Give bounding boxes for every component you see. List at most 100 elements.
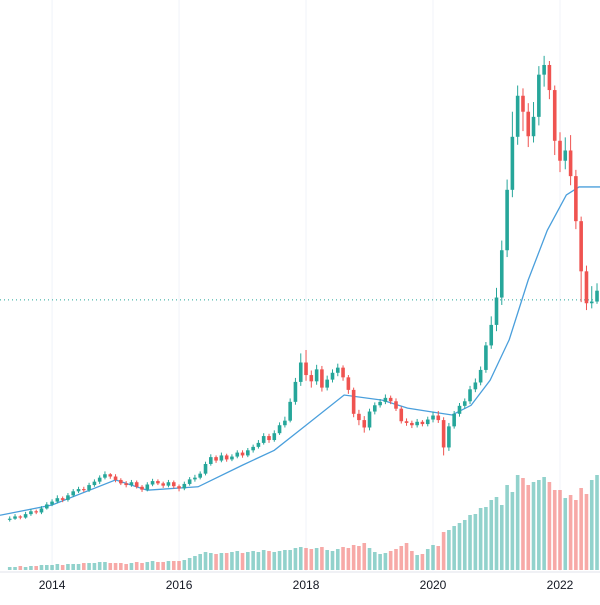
- volume-bar: [219, 553, 224, 570]
- volume-bar: [87, 563, 91, 570]
- candle-body: [171, 482, 176, 487]
- volume-bar: [542, 477, 546, 570]
- volume-bar: [298, 547, 303, 570]
- candle-body: [357, 413, 361, 421]
- candle-body: [203, 463, 208, 474]
- candle-body: [177, 486, 181, 489]
- volume-bar: [256, 552, 261, 570]
- volume-bar: [208, 553, 213, 570]
- candle-body: [473, 382, 478, 390]
- volume-bar: [531, 482, 536, 570]
- candle-body: [251, 446, 255, 451]
- volume-bar: [526, 485, 531, 570]
- candle-body: [595, 290, 599, 302]
- candle-body: [71, 491, 76, 496]
- candle-body: [182, 483, 187, 489]
- volume-bar: [119, 563, 123, 570]
- candle-body: [505, 189, 509, 251]
- volume-bar: [50, 565, 54, 570]
- volume-bar: [29, 566, 33, 570]
- candle-body: [134, 482, 139, 487]
- candle-body: [166, 482, 171, 486]
- volume-bar: [351, 545, 356, 570]
- volume-bar: [383, 553, 388, 570]
- candle-body: [145, 484, 150, 490]
- candle-body: [484, 345, 488, 370]
- volume-bar: [468, 515, 472, 570]
- candle-body: [50, 501, 54, 505]
- volume-bar: [224, 553, 229, 570]
- volume-bar: [399, 546, 404, 570]
- candle-body: [23, 514, 28, 518]
- candle-body: [76, 489, 81, 492]
- candle-body: [320, 369, 324, 388]
- volume-bar: [436, 546, 441, 570]
- volume-bar: [489, 500, 494, 570]
- candle-body: [351, 389, 356, 414]
- volume-bar: [367, 548, 372, 570]
- candle-body: [108, 474, 113, 477]
- candle-body: [547, 64, 552, 91]
- volume-bar: [563, 498, 568, 570]
- candle-body: [187, 479, 192, 484]
- candle-body: [113, 476, 118, 480]
- candle-body: [457, 405, 462, 414]
- volume-bar: [34, 566, 38, 570]
- volume-bar: [452, 526, 456, 570]
- x-tick-label: 2022: [547, 578, 574, 592]
- volume-bar: [447, 530, 451, 570]
- candle-body: [277, 425, 282, 434]
- candle-body: [425, 419, 430, 425]
- volume-bar: [293, 548, 298, 570]
- volume-bar: [330, 551, 335, 570]
- volume-bar: [304, 548, 308, 570]
- candle-body: [314, 369, 319, 382]
- candle-body: [410, 422, 414, 426]
- candle-body: [150, 481, 155, 485]
- candle-body: [293, 381, 298, 402]
- volume-bar: [378, 554, 382, 570]
- volume-bar: [76, 564, 81, 570]
- volume-bar: [494, 497, 499, 570]
- candle-body: [256, 442, 261, 447]
- candle-body: [272, 433, 277, 441]
- volume-bar: [7, 567, 12, 570]
- candle-body: [367, 411, 372, 428]
- candle-body: [574, 176, 578, 222]
- volume-bar: [240, 553, 245, 570]
- volume-bar: [246, 552, 250, 570]
- volume-bar: [357, 546, 361, 570]
- candle-body: [119, 479, 123, 484]
- volume-bar: [39, 565, 44, 570]
- x-tick-label: 2018: [293, 578, 320, 592]
- candle-body: [309, 375, 314, 382]
- candle-body: [394, 401, 398, 409]
- candle-body: [240, 452, 245, 456]
- volume-bar: [346, 548, 351, 570]
- candle-body: [420, 421, 425, 425]
- volume-bar: [277, 551, 282, 570]
- candle-body: [404, 421, 409, 423]
- candle-body: [521, 95, 525, 112]
- volume-bar: [203, 552, 208, 570]
- volume-bar: [145, 562, 150, 570]
- candle-body: [140, 486, 144, 490]
- volume-bar: [410, 551, 414, 570]
- candle-body: [431, 415, 435, 420]
- candle-body: [124, 483, 128, 486]
- candle-body: [39, 508, 44, 513]
- volume-bar: [478, 508, 483, 570]
- candle-body: [44, 504, 49, 509]
- volume-bar: [60, 565, 65, 570]
- volume-bar: [320, 547, 324, 570]
- volume-bar: [441, 532, 446, 570]
- candle-body: [261, 436, 266, 443]
- candle-body: [341, 367, 345, 378]
- candle-body: [515, 95, 520, 137]
- volume-bar: [499, 505, 504, 570]
- volume-bar: [108, 563, 113, 570]
- volume-bar: [574, 500, 578, 570]
- volume-bar: [272, 552, 277, 570]
